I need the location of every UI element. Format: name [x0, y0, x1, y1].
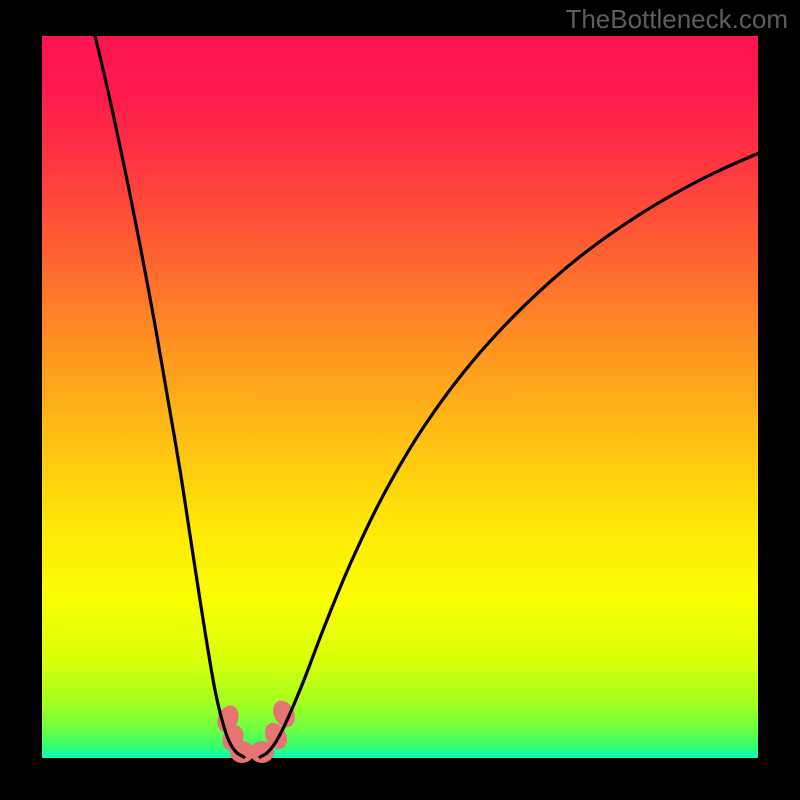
figure-container: TheBottleneck.com: [0, 0, 800, 800]
plot-gradient-area: [42, 36, 758, 758]
watermark-text: TheBottleneck.com: [565, 4, 788, 35]
